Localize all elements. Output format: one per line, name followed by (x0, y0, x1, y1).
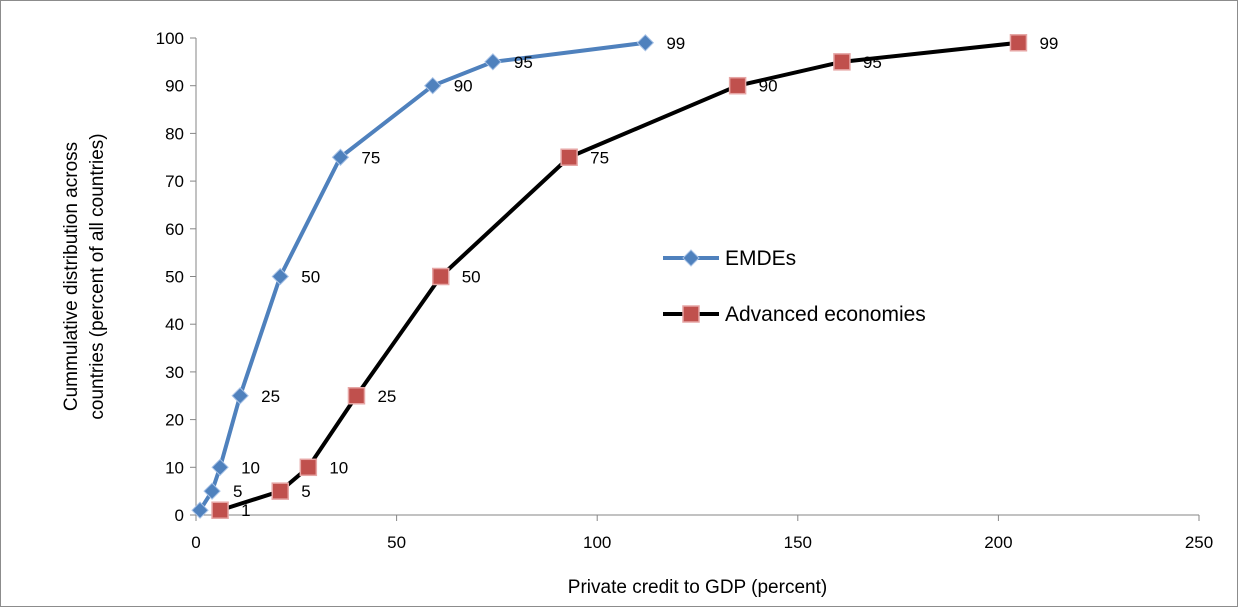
y-tick-label: 50 (165, 268, 184, 287)
legend-label: Advanced economies (725, 303, 926, 326)
data-label: 10 (241, 458, 260, 477)
y-tick-label: 10 (165, 458, 184, 477)
data-point-emdes (211, 458, 229, 477)
data-point-advanced (299, 458, 318, 477)
data-label: 25 (261, 387, 280, 406)
legend-marker-diamond (682, 249, 700, 267)
data-label: 90 (454, 77, 473, 96)
y-tick-label: 90 (165, 77, 184, 96)
data-point-advanced (431, 267, 450, 286)
data-point-advanced (728, 76, 747, 95)
legend-label: EMDEs (725, 247, 796, 270)
data-point-emdes (636, 34, 655, 52)
x-tick-label: 0 (191, 533, 200, 552)
y-tick-label: 80 (165, 124, 184, 143)
data-label: 50 (301, 268, 320, 287)
data-point-emdes (191, 501, 209, 519)
x-tick-label: 250 (1185, 533, 1213, 552)
data-point-advanced (560, 148, 578, 166)
legend-marker-square (682, 305, 700, 323)
data-point-advanced (1009, 34, 1028, 52)
x-tick-label: 100 (583, 533, 611, 552)
data-point-emdes (424, 76, 442, 95)
y-axis-title: Cummulative distribution across (61, 142, 82, 411)
data-label: 50 (462, 268, 481, 287)
x-tick-label: 150 (784, 533, 812, 552)
y-tick-label: 20 (165, 411, 184, 430)
data-label: 99 (1039, 34, 1058, 53)
data-point-advanced (833, 53, 851, 71)
y-tick-label: 30 (165, 363, 184, 382)
series-line-emdes (198, 40, 646, 512)
y-tick-label: 0 (175, 506, 184, 525)
data-point-emdes (484, 53, 502, 71)
data-point-emdes (203, 482, 221, 500)
y-tick-label: 100 (156, 29, 184, 48)
data-point-advanced (271, 482, 290, 500)
data-label: 95 (863, 53, 882, 72)
y-axis-title: countries (percent of all countries) (87, 133, 108, 419)
data-label: 90 (759, 77, 778, 96)
x-tick-label: 50 (387, 533, 406, 552)
data-label: 25 (377, 387, 396, 406)
data-label: 1 (241, 501, 250, 520)
data-label: 5 (233, 482, 242, 501)
x-tick-label: 200 (984, 533, 1012, 552)
data-label: 95 (514, 53, 533, 72)
data-point-advanced (211, 501, 229, 519)
data-point-emdes (271, 267, 289, 286)
y-tick-label: 60 (165, 220, 184, 239)
data-label: 75 (590, 148, 609, 167)
data-point-emdes (231, 387, 249, 405)
series-line-advanced (219, 40, 1019, 513)
y-tick-label: 70 (165, 172, 184, 191)
data-label: 75 (361, 148, 380, 167)
data-point-emdes (331, 148, 350, 166)
x-axis-title: Private credit to GDP (percent) (568, 577, 827, 598)
data-label: 10 (329, 458, 348, 477)
data-label: 99 (666, 34, 685, 53)
y-tick-label: 40 (165, 315, 184, 334)
data-label: 5 (301, 482, 310, 501)
data-point-advanced (347, 387, 366, 405)
